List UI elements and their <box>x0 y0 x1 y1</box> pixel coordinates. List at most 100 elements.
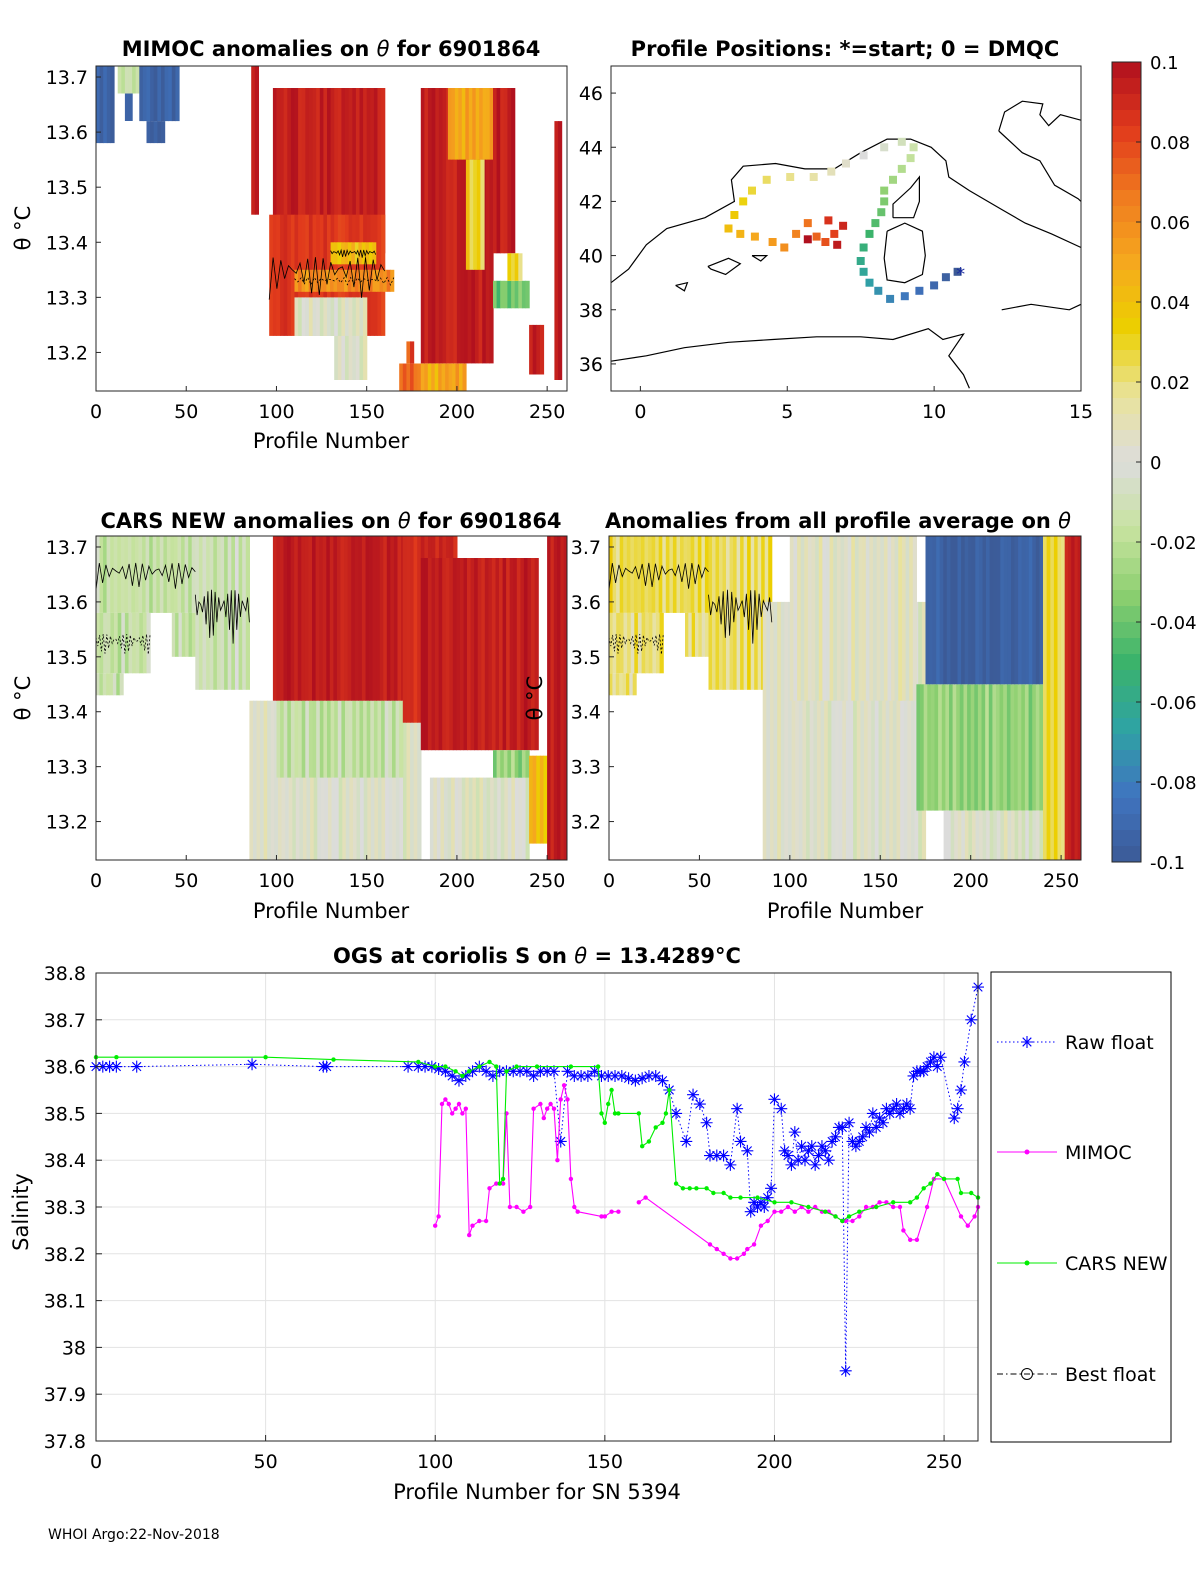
mimoc-cell <box>128 66 133 94</box>
mimoc-cell <box>390 269 395 292</box>
allavg-cell <box>975 810 980 860</box>
salinity-xlabel: Profile Number for SN 5394 <box>393 1480 681 1504</box>
cars-cell <box>395 700 400 860</box>
raw-float-point <box>700 1116 713 1129</box>
mimoc-point <box>456 1101 462 1107</box>
cars-cell <box>506 558 511 751</box>
cars-cell <box>310 700 315 860</box>
cars-new-point <box>935 1172 940 1177</box>
cars-cell <box>438 558 443 751</box>
allavg-cell <box>697 536 702 613</box>
cars-cell <box>348 700 353 778</box>
allavg-cell <box>750 536 755 690</box>
salinity-xtick-label: 50 <box>254 1451 278 1473</box>
allavg-cell <box>691 612 696 657</box>
allavg-cell <box>887 536 892 701</box>
cars-cell <box>367 700 372 860</box>
cars-cell <box>99 673 104 696</box>
mimoc-point <box>772 1209 777 1214</box>
cars-cell <box>272 536 278 701</box>
cars-new-point <box>941 1176 947 1182</box>
mimoc-cell <box>511 280 516 309</box>
mimoc-cell <box>518 253 523 281</box>
mimoc-cell <box>171 66 176 122</box>
cars-cell <box>181 536 186 613</box>
allavg-cell <box>637 612 643 674</box>
raw-float-point <box>860 1121 873 1134</box>
cars-new-point <box>667 1087 672 1093</box>
mimoc-cell <box>287 214 292 336</box>
allavg-cell <box>977 684 983 811</box>
cars-new-point <box>599 1111 604 1116</box>
allavg-cell <box>687 536 692 613</box>
colorbar-swatch <box>1112 238 1141 255</box>
mimoc-cell <box>476 159 481 270</box>
mimoc-cells <box>96 66 563 391</box>
raw-float-point <box>649 1069 662 1082</box>
allavg-cell <box>912 536 917 701</box>
mimoc-cell <box>96 66 101 144</box>
cars-cell <box>373 700 379 778</box>
cars-cell <box>532 755 537 844</box>
raw-float-point <box>724 1158 737 1171</box>
cars-ytick-label: 13.4 <box>46 702 88 724</box>
allavg-cell <box>920 684 925 811</box>
allavg-cell <box>946 536 951 685</box>
cars-cell <box>274 700 279 860</box>
allavg-cell <box>619 612 625 674</box>
allavg-cell <box>873 536 878 701</box>
mimoc-point <box>924 1204 930 1210</box>
mimoc-point <box>572 1204 577 1210</box>
cars-cell <box>132 612 137 674</box>
mimoc-cell <box>521 280 527 309</box>
cars-cell <box>413 700 418 860</box>
allavg-cell <box>856 601 861 860</box>
allavg-cell <box>882 601 887 860</box>
allavg-cell <box>715 536 720 690</box>
mimoc-cell <box>352 297 357 336</box>
mimoc-cell <box>326 269 331 292</box>
cars-cell <box>365 536 370 701</box>
salinity-legend: Raw float MIMOC CARS NEW Best float <box>990 971 1172 1443</box>
colorbar-tick-label: 0.08 <box>1150 133 1190 154</box>
colorbar-swatch <box>1112 510 1141 527</box>
cars-contour <box>194 589 250 644</box>
raw-float-point <box>805 1140 818 1153</box>
raw-float-point <box>547 1065 560 1078</box>
cars-cell <box>531 558 536 751</box>
colorbar-swatch <box>1112 798 1141 815</box>
cars-cell <box>399 700 404 778</box>
raw-float-point <box>130 1060 143 1073</box>
cars-cell <box>106 673 111 696</box>
cars-cell <box>287 700 292 778</box>
salinity-ytick-label: 38.4 <box>44 1150 86 1172</box>
cars-new-point <box>534 1064 540 1069</box>
cars-cell <box>245 536 250 690</box>
mimoc-cell <box>355 297 361 336</box>
allavg-cell <box>766 601 771 860</box>
cars-new-point <box>874 1204 879 1210</box>
cars-cell <box>516 558 521 751</box>
mimoc-point <box>568 1176 574 1182</box>
salinity-title: OGS at coriolis S on θ = 13.4289°C <box>333 944 741 968</box>
cars-cell <box>420 558 425 751</box>
allavg-cell <box>993 536 998 685</box>
salinity-xtick-label: 0 <box>90 1451 102 1473</box>
allavg-cell <box>1039 684 1044 811</box>
raw-float-point <box>629 1074 642 1087</box>
allavg-cell <box>925 536 930 685</box>
allavg-cell <box>733 536 738 690</box>
allavg-cell <box>804 536 809 701</box>
cars-xlabel: Profile Number <box>253 899 410 923</box>
map-xtick-label: 10 <box>922 401 946 423</box>
allavg-cell <box>1035 536 1041 685</box>
cars-cell <box>119 673 124 696</box>
mimoc-cell <box>372 269 377 292</box>
allavg-cell <box>956 684 961 811</box>
mimoc-cell <box>327 88 332 254</box>
colorbar-swatch <box>1112 254 1141 271</box>
cars-cell <box>206 536 211 690</box>
cars-cell <box>256 700 261 860</box>
allavg-cell <box>844 536 849 701</box>
cars-new-point <box>331 1057 336 1062</box>
